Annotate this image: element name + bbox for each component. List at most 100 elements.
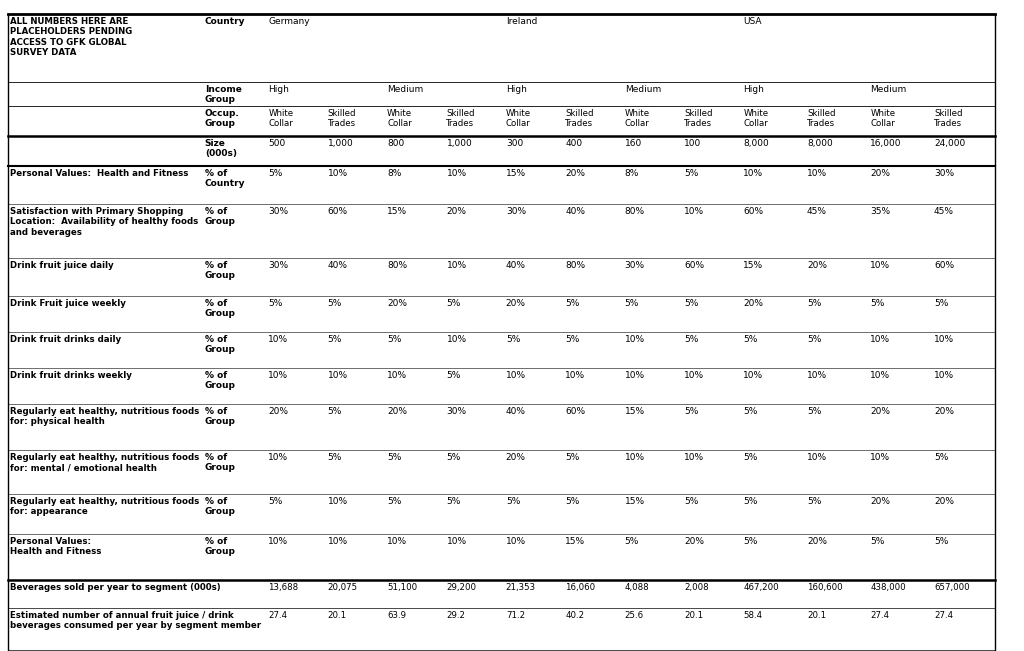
Text: 5%: 5%: [684, 299, 698, 308]
Text: 5%: 5%: [934, 537, 948, 546]
Text: Medium: Medium: [625, 85, 660, 94]
Text: 20%: 20%: [684, 537, 705, 546]
Text: % of
Group: % of Group: [205, 537, 236, 557]
Text: Personal Values:  Health and Fitness: Personal Values: Health and Fitness: [10, 169, 188, 178]
Text: Drink Fruit juice weekly: Drink Fruit juice weekly: [10, 299, 126, 308]
Text: % of
Group: % of Group: [205, 335, 236, 354]
Text: 10%: 10%: [807, 453, 827, 462]
Text: 10%: 10%: [870, 453, 891, 462]
Text: 30%: 30%: [934, 169, 954, 178]
Text: Drink fruit juice daily: Drink fruit juice daily: [10, 261, 114, 270]
Text: 5%: 5%: [807, 335, 821, 344]
Text: 10%: 10%: [625, 453, 645, 462]
Text: 27.4: 27.4: [268, 611, 288, 620]
Text: 60%: 60%: [684, 261, 705, 270]
Text: 10%: 10%: [328, 537, 348, 546]
Text: 30%: 30%: [446, 407, 467, 416]
Text: 5%: 5%: [387, 497, 401, 506]
Text: 15%: 15%: [387, 207, 408, 216]
Text: Size
(000s): Size (000s): [205, 139, 237, 158]
Text: 10%: 10%: [446, 169, 467, 178]
Text: 5%: 5%: [934, 299, 948, 308]
Text: 5%: 5%: [743, 537, 758, 546]
Text: 10%: 10%: [387, 537, 408, 546]
Text: 16,060: 16,060: [565, 583, 595, 592]
Text: 1,000: 1,000: [328, 139, 353, 148]
Text: 10%: 10%: [684, 453, 705, 462]
Text: % of
Group: % of Group: [205, 407, 236, 426]
Text: 40%: 40%: [565, 207, 586, 216]
Text: 60%: 60%: [743, 207, 764, 216]
Text: 20%: 20%: [870, 169, 891, 178]
Text: 5%: 5%: [387, 335, 401, 344]
Text: 5%: 5%: [328, 335, 342, 344]
Text: 10%: 10%: [743, 169, 764, 178]
Text: 5%: 5%: [446, 453, 461, 462]
Text: 27.4: 27.4: [870, 611, 890, 620]
Text: 10%: 10%: [506, 371, 526, 380]
Text: 80%: 80%: [625, 207, 645, 216]
Text: 40%: 40%: [506, 407, 526, 416]
Text: 63.9: 63.9: [387, 611, 407, 620]
Text: 10%: 10%: [807, 371, 827, 380]
Text: Medium: Medium: [387, 85, 423, 94]
Text: 5%: 5%: [268, 169, 283, 178]
Text: 20%: 20%: [506, 453, 526, 462]
Text: 10%: 10%: [506, 537, 526, 546]
Text: High: High: [743, 85, 764, 94]
Text: 45%: 45%: [934, 207, 954, 216]
Text: 20%: 20%: [870, 497, 891, 506]
Text: 15%: 15%: [625, 407, 645, 416]
Text: % of
Group: % of Group: [205, 497, 236, 516]
Text: 10%: 10%: [934, 371, 954, 380]
Text: Germany: Germany: [268, 17, 310, 26]
Text: Skilled
Trades: Skilled Trades: [807, 109, 836, 128]
Text: 5%: 5%: [684, 169, 698, 178]
Text: 160,600: 160,600: [807, 583, 843, 592]
Text: 5%: 5%: [625, 299, 639, 308]
Text: 45%: 45%: [807, 207, 827, 216]
Text: 300: 300: [506, 139, 523, 148]
Text: 80%: 80%: [387, 261, 408, 270]
Text: 5%: 5%: [870, 537, 885, 546]
Text: 10%: 10%: [268, 537, 289, 546]
Text: 10%: 10%: [743, 371, 764, 380]
Text: 100: 100: [684, 139, 701, 148]
Text: 15%: 15%: [743, 261, 764, 270]
Text: 40.2: 40.2: [565, 611, 585, 620]
Text: 20%: 20%: [934, 497, 954, 506]
Text: 20.1: 20.1: [328, 611, 347, 620]
Text: 5%: 5%: [565, 453, 580, 462]
Text: Drink fruit drinks weekly: Drink fruit drinks weekly: [10, 371, 132, 380]
Text: 10%: 10%: [268, 371, 289, 380]
Text: 5%: 5%: [565, 299, 580, 308]
Text: 5%: 5%: [565, 335, 580, 344]
Text: 5%: 5%: [506, 335, 520, 344]
Text: 20%: 20%: [934, 407, 954, 416]
Text: 20%: 20%: [268, 407, 289, 416]
Text: 29.2: 29.2: [446, 611, 466, 620]
Text: 20%: 20%: [506, 299, 526, 308]
Text: 5%: 5%: [268, 497, 283, 506]
Text: 5%: 5%: [807, 407, 821, 416]
Text: 8,000: 8,000: [807, 139, 833, 148]
Text: Regularly eat healthy, nutritious foods
for: appearance: Regularly eat healthy, nutritious foods …: [10, 497, 200, 516]
Text: 20,075: 20,075: [328, 583, 357, 592]
Text: 40%: 40%: [328, 261, 348, 270]
Text: 71.2: 71.2: [506, 611, 525, 620]
Text: 30%: 30%: [506, 207, 526, 216]
Text: 10%: 10%: [328, 497, 348, 506]
Text: Skilled
Trades: Skilled Trades: [446, 109, 475, 128]
Text: White
Collar: White Collar: [387, 109, 413, 128]
Text: 20%: 20%: [870, 407, 891, 416]
Text: % of
Country: % of Country: [205, 169, 246, 188]
Text: 10%: 10%: [446, 537, 467, 546]
Text: White
Collar: White Collar: [743, 109, 769, 128]
Text: 15%: 15%: [506, 169, 526, 178]
Text: 8%: 8%: [387, 169, 401, 178]
Text: Skilled
Trades: Skilled Trades: [684, 109, 713, 128]
Text: 40%: 40%: [506, 261, 526, 270]
Text: 438,000: 438,000: [870, 583, 906, 592]
Text: 10%: 10%: [625, 371, 645, 380]
Text: 657,000: 657,000: [934, 583, 970, 592]
